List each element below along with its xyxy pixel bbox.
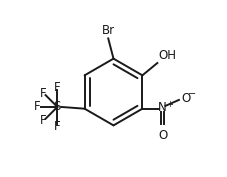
Text: S: S (54, 100, 61, 113)
Text: F: F (34, 100, 40, 113)
Text: O: O (181, 92, 190, 105)
Text: F: F (54, 120, 61, 133)
Text: Br: Br (102, 24, 115, 37)
Text: N: N (158, 101, 167, 114)
Text: F: F (39, 114, 46, 127)
Text: F: F (54, 81, 61, 94)
Text: +: + (166, 100, 173, 109)
Text: F: F (39, 87, 46, 100)
Text: −: − (188, 89, 196, 99)
Text: OH: OH (158, 49, 176, 62)
Text: O: O (158, 129, 167, 142)
